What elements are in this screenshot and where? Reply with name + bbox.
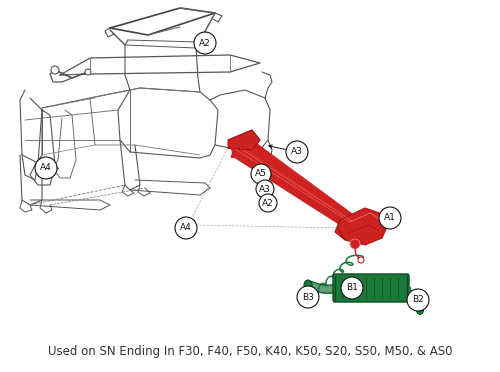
Text: Used on SN Ending In F30, F40, F50, K40, K50, S20, S50, M50, & AS0: Used on SN Ending In F30, F40, F50, K40,… bbox=[48, 346, 452, 359]
Text: A3: A3 bbox=[259, 185, 271, 193]
FancyBboxPatch shape bbox=[333, 274, 409, 302]
Circle shape bbox=[286, 141, 308, 163]
Polygon shape bbox=[232, 140, 358, 230]
Text: B1: B1 bbox=[346, 283, 358, 292]
Circle shape bbox=[85, 69, 91, 75]
Text: A2: A2 bbox=[262, 199, 274, 208]
Circle shape bbox=[297, 286, 319, 308]
Text: A4: A4 bbox=[40, 164, 52, 173]
Circle shape bbox=[407, 289, 429, 311]
Circle shape bbox=[194, 32, 216, 54]
Circle shape bbox=[350, 239, 360, 249]
Ellipse shape bbox=[416, 305, 424, 314]
Circle shape bbox=[51, 66, 59, 74]
Text: A5: A5 bbox=[255, 170, 267, 179]
Circle shape bbox=[175, 217, 197, 239]
Text: A2: A2 bbox=[199, 38, 211, 48]
Polygon shape bbox=[228, 130, 260, 150]
Circle shape bbox=[251, 164, 271, 184]
Text: A1: A1 bbox=[384, 214, 396, 222]
Text: A3: A3 bbox=[291, 148, 303, 157]
Circle shape bbox=[256, 180, 274, 198]
Circle shape bbox=[341, 277, 363, 299]
Circle shape bbox=[379, 207, 401, 229]
Text: B3: B3 bbox=[302, 292, 314, 301]
Circle shape bbox=[35, 157, 57, 179]
Text: A4: A4 bbox=[180, 224, 192, 232]
Circle shape bbox=[358, 257, 364, 263]
Text: B2: B2 bbox=[412, 295, 424, 305]
Polygon shape bbox=[335, 208, 388, 245]
Circle shape bbox=[259, 194, 277, 212]
Ellipse shape bbox=[304, 280, 312, 290]
